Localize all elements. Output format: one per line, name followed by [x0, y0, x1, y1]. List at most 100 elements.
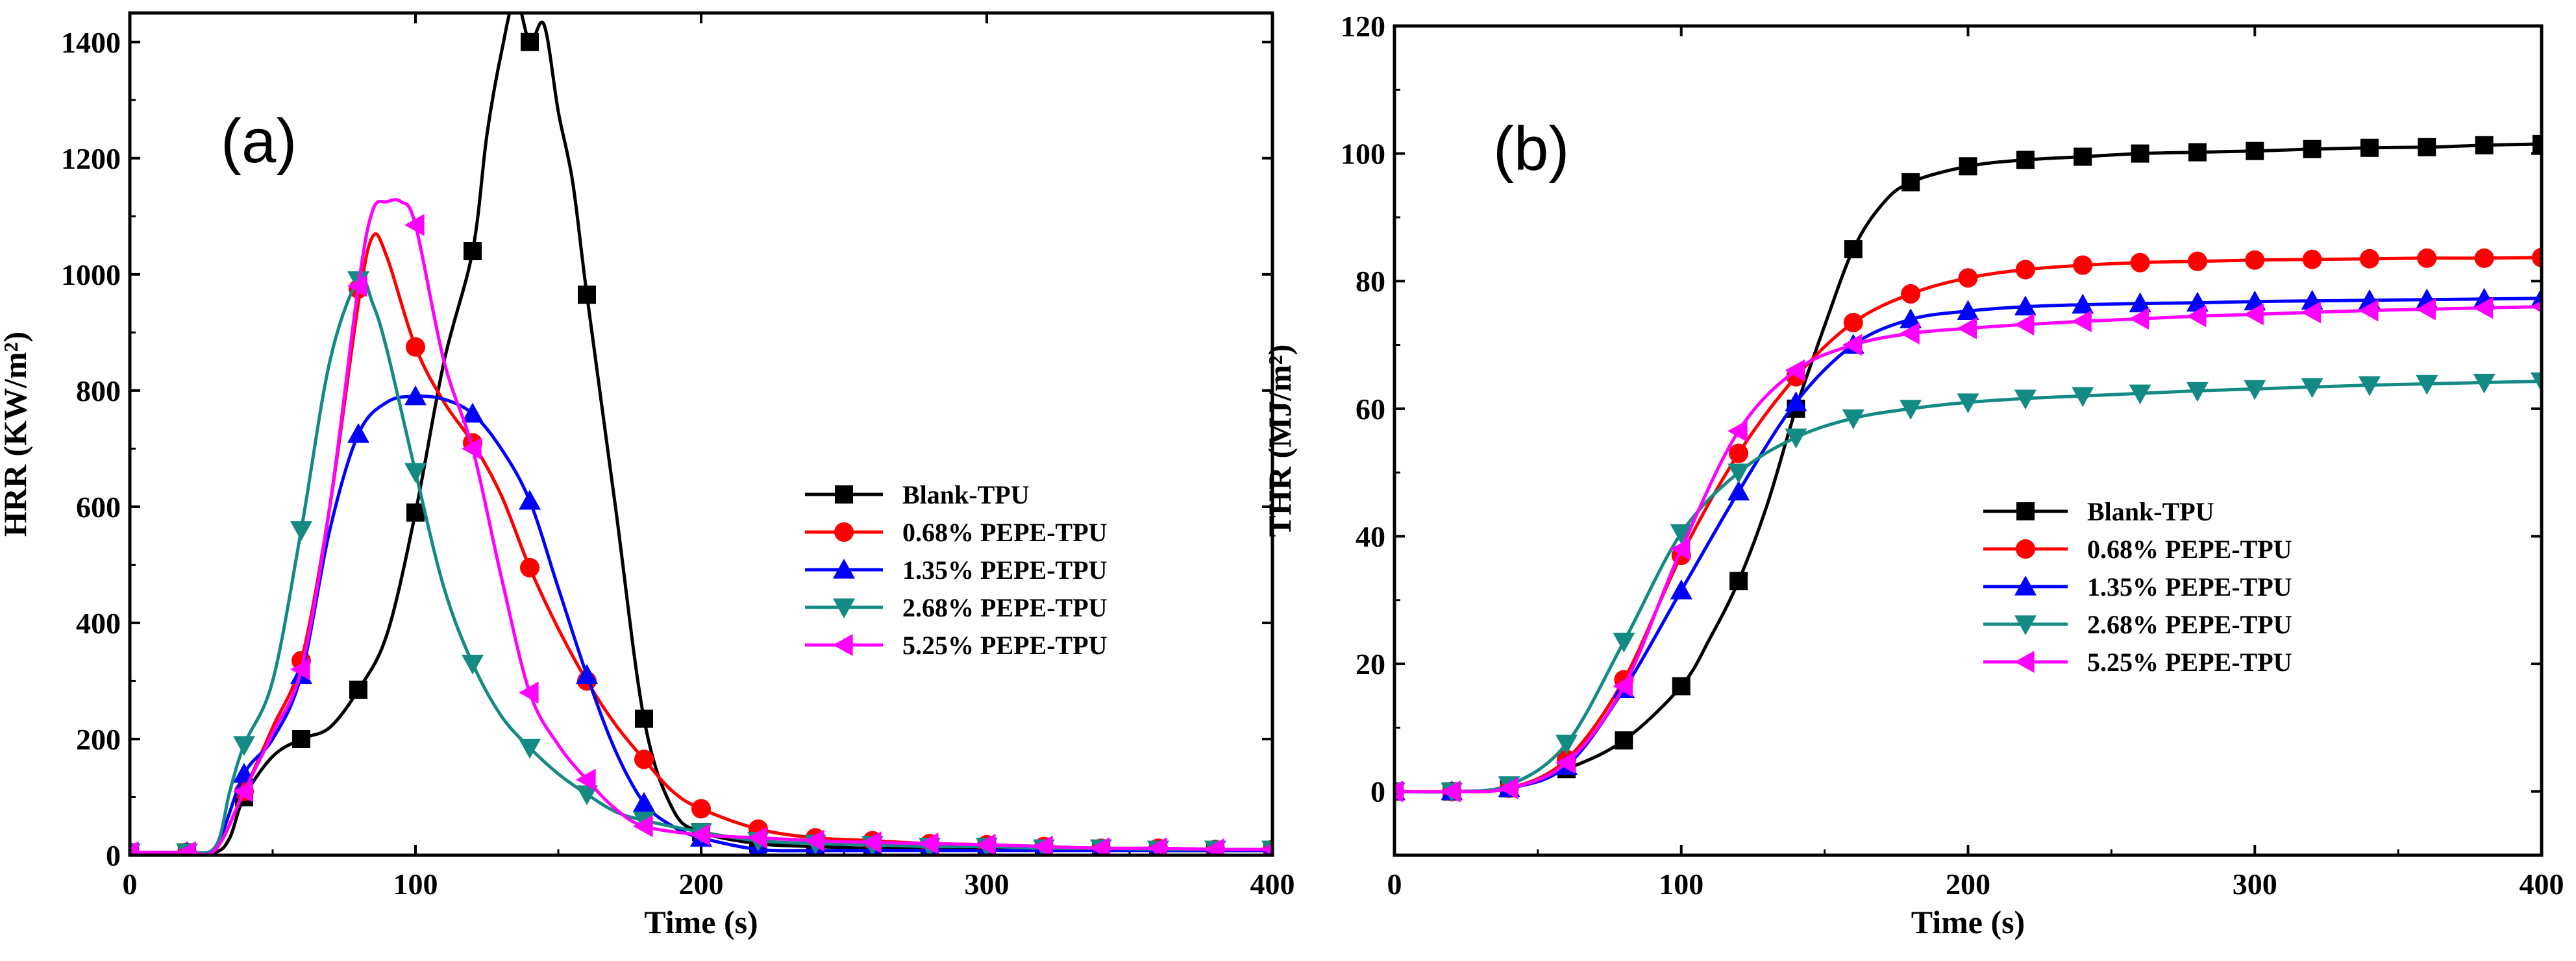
data-point — [1670, 524, 1692, 544]
data-point — [2303, 140, 2322, 158]
legend-label: 2.68% PEPE-TPU — [2087, 610, 2292, 639]
x-axis-title: Time (s) — [644, 904, 758, 940]
panel-label: (a) — [221, 106, 297, 176]
series-line — [130, 198, 1272, 855]
legend-label: 2.68% PEPE-TPU — [902, 593, 1108, 622]
data-point — [462, 402, 484, 423]
y-tick-label: 1200 — [61, 142, 121, 175]
legend-marker — [834, 522, 854, 542]
legend-label: 1.35% PEPE-TPU — [2087, 572, 2292, 602]
series-2-68-pepe-tpu — [130, 271, 1272, 855]
x-axis-title: Time (s) — [1911, 904, 2025, 940]
data-point — [2072, 310, 2092, 333]
data-point — [1728, 463, 1750, 484]
data-point — [290, 658, 310, 681]
data-point — [406, 503, 425, 522]
y-tick-label: 0 — [1370, 775, 1385, 809]
data-point — [1900, 322, 1920, 345]
data-point — [633, 792, 655, 812]
data-point — [1613, 633, 1635, 653]
data-point — [1958, 268, 1978, 288]
series-line — [1394, 380, 2542, 794]
data-point — [2072, 387, 2094, 408]
data-point — [2074, 147, 2092, 166]
data-point — [1498, 777, 1518, 799]
legend: Blank-TPU 0.68% PEPE-TPU 1.35% PEPE-TPU 2.6… — [1983, 497, 2292, 677]
x-tick-label: 300 — [965, 868, 1009, 901]
x-tick-label: 200 — [679, 868, 724, 901]
data-point — [1555, 751, 1576, 774]
data-point — [2416, 298, 2436, 321]
data-point — [1394, 780, 1404, 803]
data-point — [2130, 252, 2150, 273]
data-point — [2244, 380, 2266, 400]
y-tick-label: 60 — [1356, 393, 1385, 426]
x-tick-label: 200 — [1946, 868, 1990, 901]
data-point — [635, 709, 653, 728]
y-tick-label: 100 — [1341, 138, 1385, 171]
data-point — [2015, 260, 2035, 280]
series-line — [130, 13, 1272, 855]
data-point — [576, 768, 596, 791]
data-point — [2531, 300, 2542, 313]
data-point — [521, 32, 539, 51]
legend-marker — [835, 485, 853, 504]
data-point — [1843, 313, 1863, 333]
x-tick-label: 0 — [1387, 868, 1402, 901]
panel-label: (b) — [1493, 114, 1569, 184]
data-point — [1147, 837, 1167, 855]
data-point — [404, 463, 427, 483]
data-point — [404, 385, 427, 406]
data-point — [1842, 409, 1864, 430]
data-point — [1090, 837, 1110, 855]
y-tick-label: 400 — [76, 607, 121, 640]
data-point — [2016, 151, 2035, 169]
y-tick-label: 80 — [1356, 265, 1385, 298]
data-point — [633, 815, 653, 838]
data-point — [1728, 480, 1750, 501]
data-point — [519, 738, 541, 759]
data-point — [2418, 138, 2436, 156]
data-point — [2417, 248, 2437, 268]
data-point — [349, 680, 367, 699]
data-point — [804, 829, 824, 852]
data-point — [404, 213, 425, 236]
data-point — [2244, 303, 2264, 326]
data-point — [2186, 305, 2207, 328]
data-point — [1959, 157, 1977, 176]
data-point — [1900, 400, 1922, 420]
data-point — [2358, 299, 2379, 322]
data-point — [861, 831, 882, 854]
series-1-35-pepe-tpu — [130, 385, 1272, 855]
legend-marker — [2014, 576, 2037, 596]
data-point — [519, 681, 539, 704]
data-point — [2129, 308, 2149, 330]
series-5-25-pepe-tpu — [1394, 297, 2542, 803]
data-point — [347, 423, 369, 443]
y-tick-label: 600 — [76, 491, 121, 524]
data-point — [462, 437, 482, 460]
data-point — [1901, 284, 1921, 304]
data-point — [1441, 780, 1461, 803]
series-2-68-pepe-tpu — [1394, 372, 2542, 803]
series-line — [1394, 256, 2542, 794]
data-point — [292, 729, 310, 748]
data-point — [1728, 420, 1748, 443]
data-point — [1842, 334, 1863, 356]
data-point — [919, 833, 939, 855]
y-axis-title: THR (MJ/m²) — [1261, 345, 1298, 537]
data-point — [1615, 731, 1633, 750]
data-point — [2358, 376, 2381, 396]
data-point — [976, 833, 996, 855]
plot-frame — [128, 11, 1274, 857]
data-point — [1033, 835, 1053, 855]
y-tick-label: 1000 — [61, 258, 121, 291]
series-blank-tpu — [1394, 134, 2542, 801]
data-point — [1957, 300, 1979, 321]
data-point — [2473, 297, 2494, 319]
data-point — [2531, 372, 2542, 393]
data-point — [1670, 579, 1692, 600]
y-tick-label: 40 — [1356, 520, 1385, 553]
x-tick-label: 100 — [393, 868, 438, 901]
